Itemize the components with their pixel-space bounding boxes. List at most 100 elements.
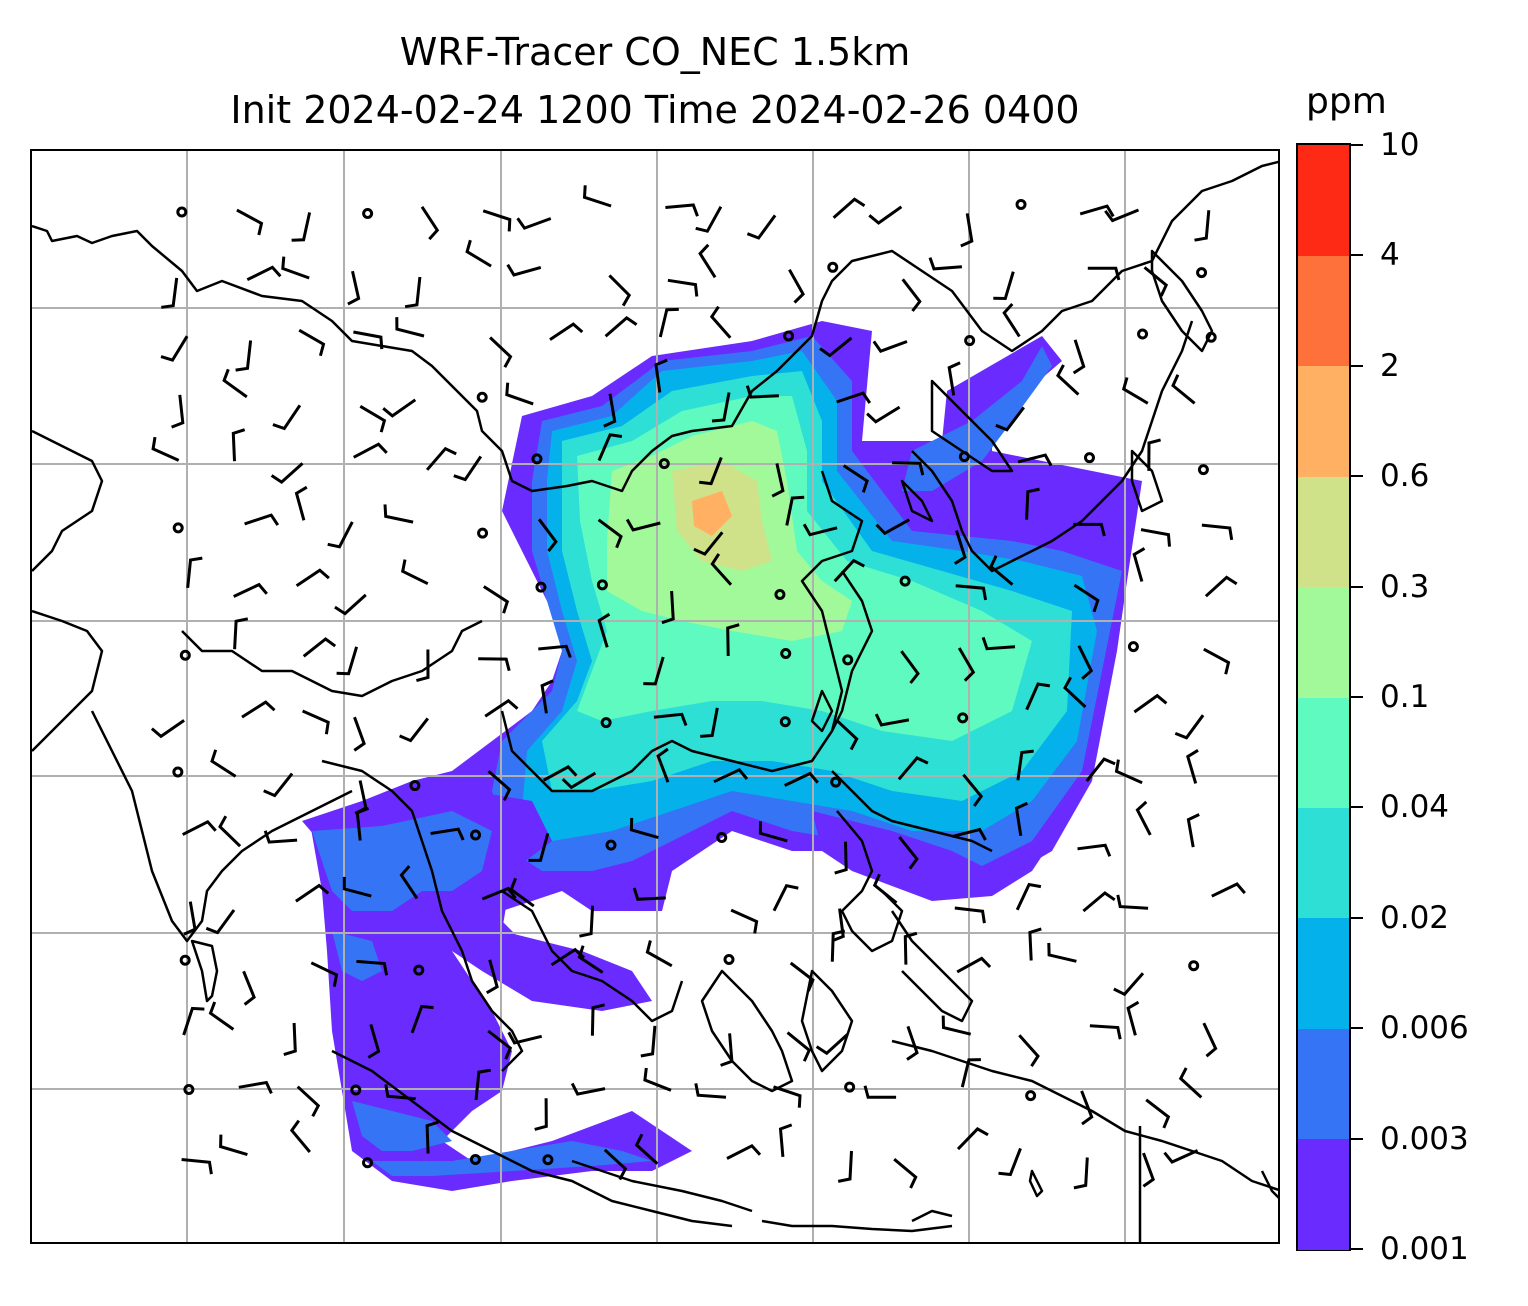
wind-barb: [898, 836, 919, 870]
wind-barb: [773, 1085, 802, 1108]
wind-barb: [1194, 210, 1211, 242]
wind-barb: [295, 568, 330, 588]
wind-barb: [1077, 843, 1112, 857]
tracer-region-south-0006: [312, 811, 652, 1176]
wind-barb: [903, 931, 918, 965]
wind-barb: [956, 1127, 989, 1151]
wind-barb: [465, 239, 492, 268]
calm-wind-marker: [413, 964, 425, 976]
calm-wind-marker: [172, 766, 184, 778]
wind-barb: [301, 709, 330, 735]
wind-barb: [863, 1085, 897, 1099]
wind-barb: [842, 464, 869, 493]
colorbar-segment: [1298, 255, 1349, 367]
wind-barb: [1047, 942, 1077, 963]
wind-barbs: [150, 185, 1246, 1190]
colorbar-tick: [1351, 475, 1363, 478]
wind-barb: [489, 336, 513, 368]
wind-barb: [656, 747, 670, 783]
wind-barb: [505, 382, 534, 406]
wind-barb: [1077, 645, 1094, 680]
colorbar-tick-label: 2: [1380, 347, 1400, 384]
wind-barb: [353, 716, 366, 752]
colorbar-tick: [1351, 364, 1363, 367]
wind-barb: [241, 700, 276, 719]
wind-barb: [993, 271, 1015, 301]
calm-wind-marker: [183, 1083, 195, 1095]
calm-wind-marker: [596, 579, 608, 591]
wind-barb: [629, 817, 659, 840]
wind-barb: [540, 679, 554, 714]
wind-barb: [1015, 882, 1042, 911]
wind-barb: [711, 392, 731, 423]
wind-barb: [233, 617, 249, 650]
wind-barb: [981, 636, 1016, 651]
wind-barb: [474, 1068, 492, 1101]
colorbar-unit: ppm: [1306, 81, 1387, 122]
calm-wind-marker: [723, 953, 735, 965]
wind-barb: [788, 268, 805, 304]
wind-barb: [698, 243, 717, 279]
wind-barb: [327, 521, 354, 549]
wind-barb: [928, 257, 963, 271]
wind-barb: [1028, 927, 1042, 961]
colorbar-tick-label: 0.006: [1380, 1010, 1469, 1047]
calm-wind-marker: [350, 1084, 362, 1096]
wind-barb: [244, 513, 280, 526]
wind-barb: [1114, 759, 1143, 785]
wind-barb: [1186, 749, 1199, 784]
tracer-region-japan-0006: [902, 346, 1052, 491]
wind-barb: [218, 815, 242, 848]
wind-barb: [1147, 438, 1161, 471]
wind-barb: [955, 584, 988, 601]
wind-barb: [745, 385, 779, 399]
calm-wind-marker: [542, 1154, 554, 1166]
wind-barb: [182, 1006, 205, 1036]
wind-barb: [283, 1022, 297, 1057]
wind-barb: [1203, 647, 1231, 675]
wind-barb: [960, 1058, 981, 1088]
wind-barb: [478, 657, 511, 672]
wind-barb: [695, 205, 723, 233]
wind-barb: [1140, 528, 1171, 547]
wind-barb: [1104, 208, 1140, 223]
wind-barb: [730, 908, 759, 934]
wind-barb: [874, 713, 910, 727]
colorbar-segment: [1298, 1028, 1349, 1140]
wind-barb: [643, 656, 665, 686]
wind-barb: [538, 644, 572, 659]
wind-barb: [425, 1120, 439, 1154]
wind-barb: [866, 405, 901, 424]
wind-barb: [231, 428, 246, 462]
wind-barb: [640, 1025, 657, 1058]
wind-barb: [233, 582, 268, 598]
wind-barb: [482, 209, 512, 232]
wind-barb: [487, 1029, 513, 1060]
colorbar-tick: [1351, 1137, 1363, 1140]
wind-barb: [608, 274, 632, 307]
colorbar-segment: [1298, 586, 1349, 698]
wind-barb: [1080, 1090, 1094, 1126]
wind-barb: [487, 769, 512, 802]
wind-barb: [989, 555, 1014, 586]
calm-wind-marker: [1015, 198, 1027, 210]
wind-barb: [263, 772, 294, 798]
wind-barb: [784, 771, 819, 787]
wind-barb: [295, 883, 330, 903]
calm-wind-marker: [362, 208, 374, 220]
wind-barb: [720, 1033, 734, 1067]
calm-wind-marker: [957, 712, 969, 724]
wind-barb: [1121, 377, 1149, 405]
map-title-line1: WRF-Tracer CO_NEC 1.5km: [399, 30, 911, 74]
colorbar-segment: [1298, 476, 1349, 588]
wind-barb: [182, 819, 217, 836]
wind-barb: [597, 433, 623, 462]
colorbar-tick-label: 0.3: [1380, 568, 1430, 605]
calm-wind-marker: [780, 648, 792, 660]
wind-barb: [359, 405, 387, 433]
wind-barb: [171, 394, 185, 429]
wind-barb: [1202, 1022, 1218, 1058]
wind-barb: [830, 929, 846, 962]
wind-barb: [1063, 676, 1087, 709]
wind-barb: [399, 865, 419, 900]
